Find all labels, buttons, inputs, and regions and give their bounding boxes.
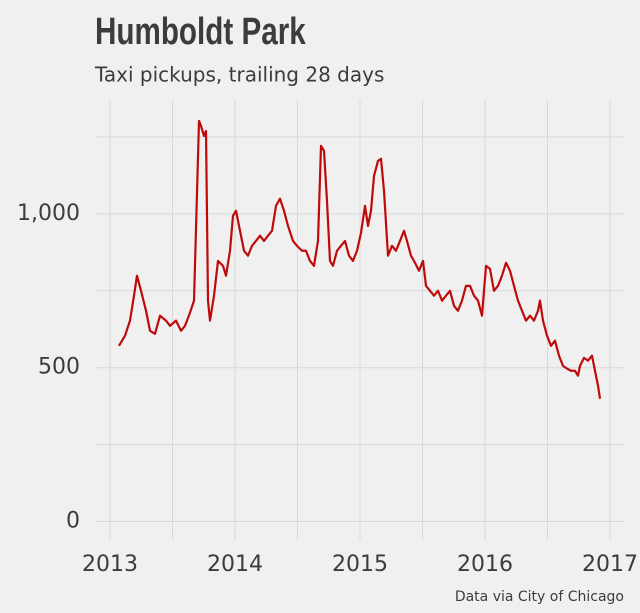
line-series <box>118 119 602 399</box>
y-tick-label: 500 <box>38 355 80 380</box>
x-tick-label: 2013 <box>82 552 138 577</box>
caption: Data via City of Chicago <box>455 589 624 605</box>
y-tick-label: 1,000 <box>17 201 80 226</box>
y-tick-label: 0 <box>66 509 80 534</box>
x-tick-label: 2014 <box>207 552 263 577</box>
x-tick-label: 2016 <box>457 552 513 577</box>
x-tick-label: 2017 <box>582 552 638 577</box>
x-tick-label: 2015 <box>332 552 388 577</box>
grid <box>95 100 625 540</box>
chart-subtitle: Taxi pickups, trailing 28 days <box>94 63 384 87</box>
chart-title: Humboldt Park <box>95 11 306 53</box>
